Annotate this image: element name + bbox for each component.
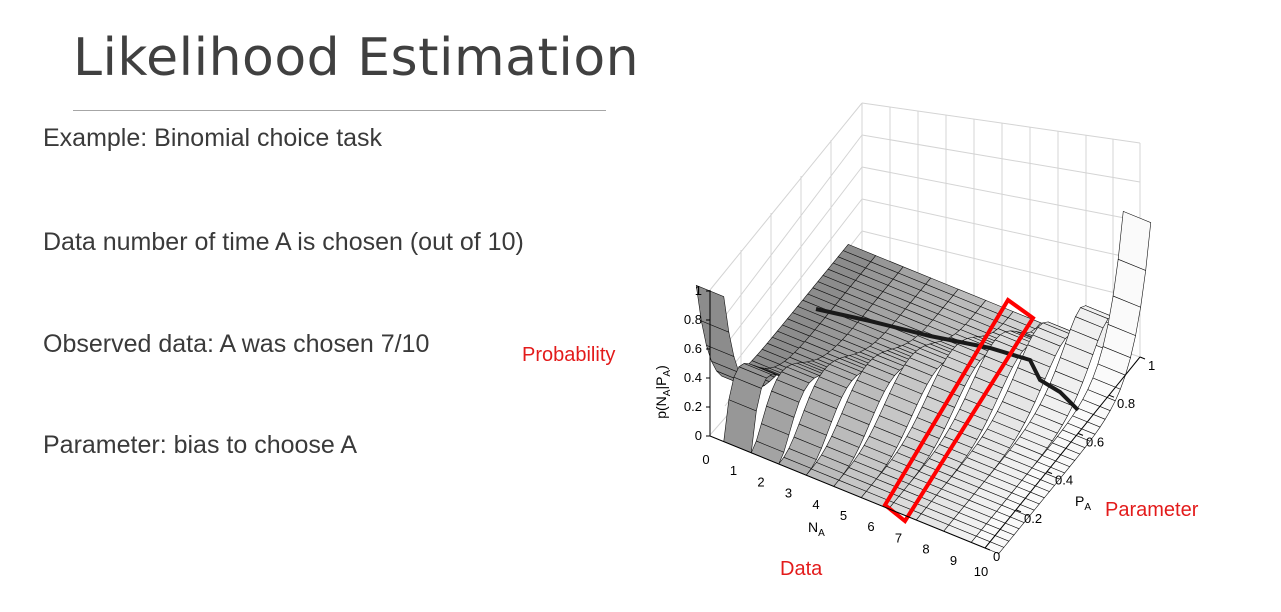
parameter-annotation: Parameter [1105, 499, 1199, 521]
highlight-box-na-7 [882, 297, 1036, 524]
z-tick-label: 0 [695, 428, 702, 443]
z-tick-label: 0.4 [684, 370, 702, 385]
x-tick-label: 1 [730, 463, 737, 478]
slide-title: Likelihood Estimation [73, 28, 640, 88]
y-axis: 0 0.2 0.4 0.6 0.8 1 PA [984, 356, 1155, 564]
y-axis-label: PA [1075, 493, 1091, 513]
bullet-data: Data number of time A is chosen (out of … [43, 228, 524, 256]
x-tick-label: 0 [702, 452, 709, 467]
x-axis: 0 1 2 3 4 5 6 7 8 9 10 NA [702, 435, 988, 579]
x-tick-label: 9 [950, 553, 957, 568]
x-tick-label: 8 [922, 542, 929, 557]
y-tick-label: 0.4 [1055, 473, 1073, 488]
y-tick-label: 0.2 [1024, 511, 1042, 526]
bullet-example: Example: Binomial choice task [43, 124, 383, 152]
title-divider [73, 110, 606, 111]
z-axis-label: p(NA|PA) [653, 365, 673, 419]
x-axis-label: NA [808, 519, 825, 539]
surface-strip-na-8 [915, 321, 1097, 532]
surface-strip-na-0 [695, 244, 877, 390]
x-tick-label: 10 [974, 564, 988, 579]
bullet-observed: Observed data: A was chosen 7/10 [43, 330, 430, 358]
bullet-parameter: Parameter: bias to choose A [43, 431, 358, 459]
x-tick-label: 2 [757, 474, 764, 489]
y-tick-label: 0.6 [1086, 434, 1104, 449]
data-annotation: Data [780, 558, 823, 580]
x-tick-label: 3 [785, 486, 792, 501]
z-tick-label: 0.2 [684, 399, 702, 414]
z-tick-label: 0.6 [684, 341, 702, 356]
z-axis: 0 0.2 0.4 0.6 0.8 1 p(NA|PA) [653, 283, 711, 443]
y-tick-label: 0.8 [1117, 396, 1135, 411]
y-tick-label: 0 [993, 549, 1000, 564]
z-tick-label: 0.8 [684, 312, 702, 327]
x-tick-label: 6 [867, 519, 874, 534]
surface-strip-na-10 [970, 210, 1152, 554]
probability-annotation: Probability [522, 344, 615, 366]
y-tick-label: 1 [1148, 358, 1155, 373]
x-tick-label: 5 [840, 508, 847, 523]
z-tick-label: 1 [695, 283, 702, 298]
x-tick-label: 4 [812, 497, 819, 512]
x-tick-label: 7 [895, 530, 902, 545]
